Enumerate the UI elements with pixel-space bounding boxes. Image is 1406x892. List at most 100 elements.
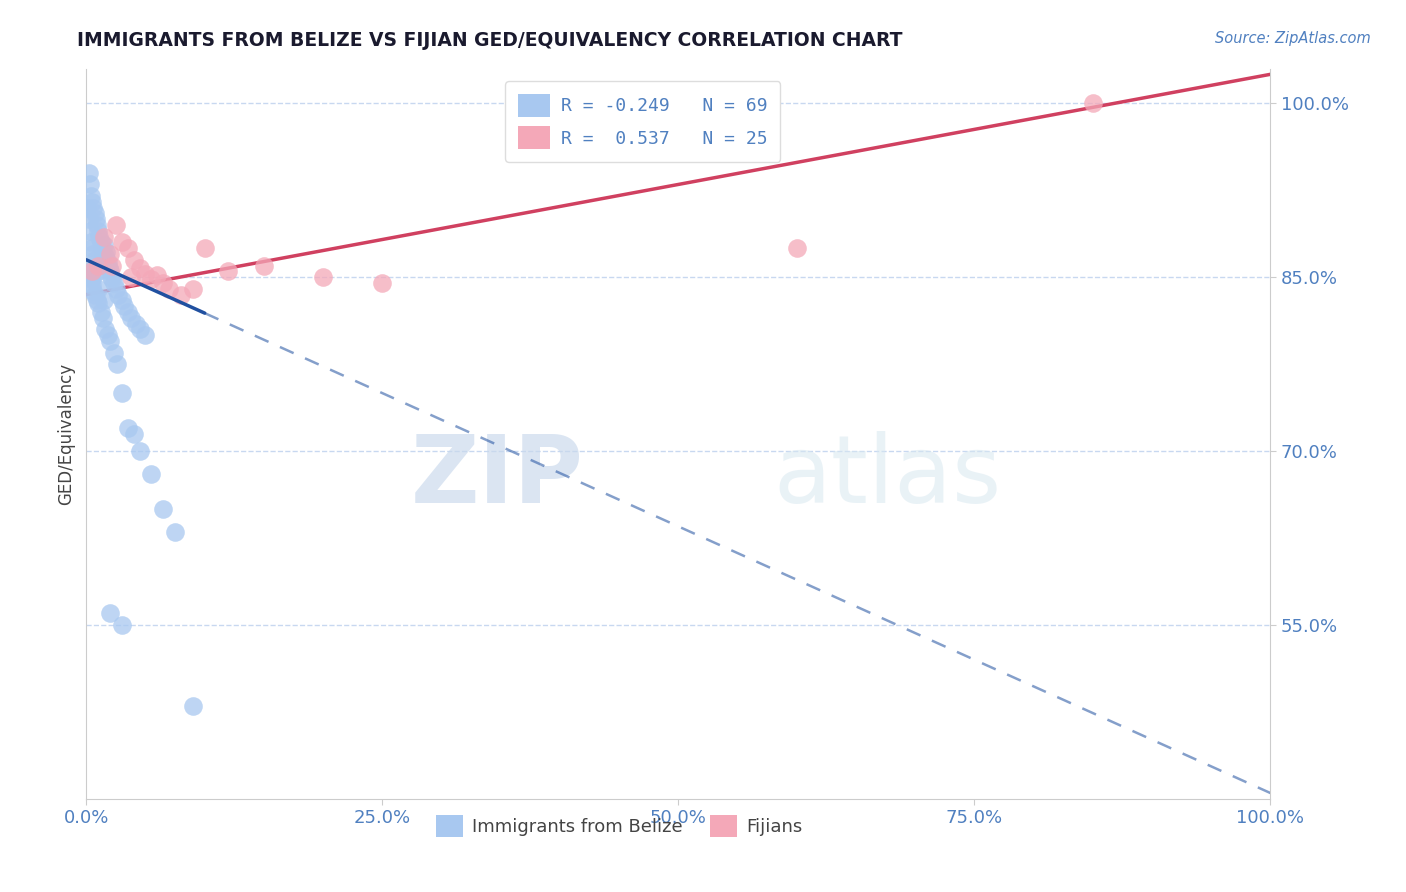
Point [97, 255, 120, 269]
Point [82, 201, 104, 215]
Point [89, 305, 111, 319]
Point [128, 444, 150, 458]
Point [111, 235, 134, 250]
Point [111, 386, 134, 401]
Point [80, 235, 103, 250]
Point [82, 241, 104, 255]
Point [105, 357, 128, 371]
Point [82, 270, 104, 285]
Point [111, 618, 134, 632]
Point [117, 305, 139, 319]
Point [86, 218, 108, 232]
Point [77, 166, 100, 180]
Point [86, 293, 108, 308]
Point [79, 224, 101, 238]
Point [157, 282, 180, 296]
Point [128, 260, 150, 275]
Point [82, 247, 104, 261]
Text: IMMIGRANTS FROM BELIZE VS FIJIAN GED/EQUIVALENCY CORRELATION CHART: IMMIGRANTS FROM BELIZE VS FIJIAN GED/EQU… [77, 31, 903, 50]
Point [82, 194, 104, 209]
Point [83, 287, 105, 301]
Point [82, 284, 104, 298]
Point [117, 421, 139, 435]
Point [93, 293, 115, 308]
Point [96, 244, 118, 259]
Point [89, 229, 111, 244]
Point [87, 259, 110, 273]
Point [152, 276, 174, 290]
Point [79, 270, 101, 285]
Point [128, 322, 150, 336]
Point [181, 282, 204, 296]
Point [1081, 96, 1104, 111]
Point [80, 272, 103, 286]
Point [371, 276, 394, 290]
Point [111, 293, 134, 308]
Point [77, 212, 100, 227]
Point [170, 287, 193, 301]
Point [93, 229, 115, 244]
Point [120, 270, 142, 285]
Point [104, 218, 127, 232]
Point [97, 260, 120, 275]
Point [87, 282, 110, 296]
Point [786, 241, 808, 255]
Point [141, 272, 163, 286]
Point [94, 249, 117, 263]
Text: atlas: atlas [773, 432, 1001, 524]
Point [165, 525, 187, 540]
Point [146, 268, 169, 282]
Point [141, 467, 163, 482]
Point [90, 241, 112, 255]
Point [87, 295, 110, 310]
Point [87, 264, 110, 278]
Point [181, 699, 204, 714]
Point [152, 502, 174, 516]
Point [122, 252, 145, 267]
Point [194, 241, 217, 255]
Y-axis label: GED/Equivalency: GED/Equivalency [58, 363, 75, 505]
Point [101, 259, 124, 273]
Point [94, 322, 117, 336]
Point [84, 212, 107, 227]
Point [117, 241, 139, 255]
Point [112, 299, 135, 313]
Point [77, 267, 100, 281]
Point [83, 206, 105, 220]
Point [120, 310, 142, 325]
Point [89, 235, 111, 250]
Point [87, 224, 110, 238]
Point [79, 264, 101, 278]
Point [103, 276, 125, 290]
Point [91, 310, 114, 325]
Point [91, 247, 114, 261]
Point [134, 328, 156, 343]
Point [84, 259, 107, 273]
Point [93, 237, 115, 252]
Point [312, 270, 335, 285]
Point [80, 189, 103, 203]
Point [82, 264, 104, 278]
Point [122, 426, 145, 441]
Legend: Immigrants from Belize, Fijians: Immigrants from Belize, Fijians [429, 808, 810, 845]
Point [98, 607, 121, 621]
Text: ZIP: ZIP [411, 432, 583, 524]
Point [83, 252, 105, 267]
Point [76, 201, 98, 215]
Point [97, 328, 120, 343]
Point [107, 287, 129, 301]
Point [217, 264, 239, 278]
Point [82, 278, 104, 293]
Text: Source: ZipAtlas.com: Source: ZipAtlas.com [1215, 31, 1371, 46]
Point [103, 345, 125, 359]
Point [104, 282, 127, 296]
Point [125, 317, 148, 331]
Point [98, 334, 121, 348]
Point [253, 259, 276, 273]
Point [134, 267, 156, 281]
Point [101, 272, 124, 286]
Point [98, 264, 121, 278]
Point [100, 270, 122, 285]
Point [79, 178, 101, 192]
Point [98, 247, 121, 261]
